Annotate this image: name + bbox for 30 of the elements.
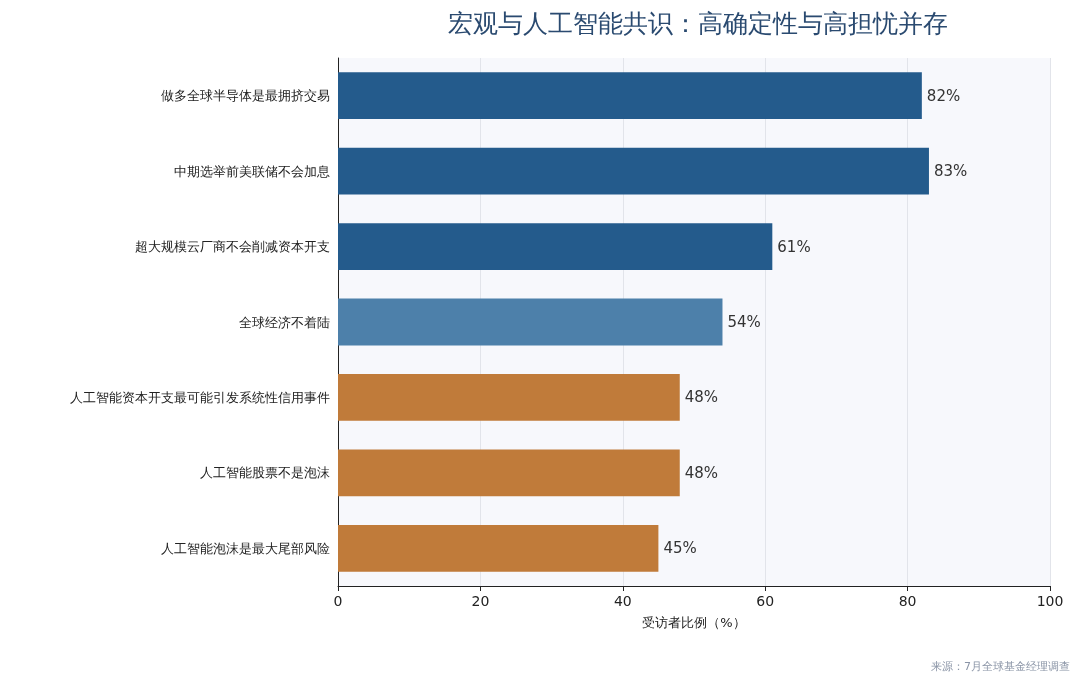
y-tick-label: 全球经济不着陆 — [239, 314, 330, 330]
y-tick-label: 超大规模云厂商不会削减资本开支 — [135, 239, 330, 255]
bar — [338, 374, 680, 421]
data-label: 45% — [663, 539, 697, 558]
data-label: 54% — [727, 313, 761, 331]
bar — [338, 147, 929, 195]
source-note: 来源：7月全球基金经理调查 — [931, 660, 1070, 673]
bar — [338, 298, 723, 346]
data-label: 48% — [684, 388, 719, 407]
y-tick-label: 做多全球半导体是最拥挤交易 — [161, 88, 330, 104]
y-tick-label: 中期选举前美联储不会加息 — [174, 163, 330, 179]
data-label: 83% — [933, 162, 968, 181]
x-axis-title: 受访者比例（%） — [642, 615, 746, 630]
bar — [338, 449, 680, 497]
data-label: 61% — [777, 237, 811, 256]
x-tick-label: 100 — [1036, 593, 1064, 609]
x-tick-label: 40 — [613, 593, 632, 609]
data-label: 82% — [926, 86, 961, 105]
bar — [338, 223, 773, 270]
y-tick-label: 人工智能股票不是泡沫 — [200, 465, 330, 481]
x-tick-label: 80 — [898, 593, 917, 609]
bar — [338, 72, 922, 120]
x-tick-label: 60 — [756, 593, 775, 609]
x-tick-label: 0 — [333, 593, 343, 609]
y-tick-label: 人工智能资本开支最可能引发系统性信用事件 — [70, 389, 330, 405]
x-tick-label: 20 — [471, 593, 490, 609]
y-tick-label: 人工智能泡沫是最大尾部风险 — [161, 540, 330, 556]
bar — [338, 524, 659, 572]
data-label: 48% — [684, 463, 719, 482]
chart-title: 宏观与人工智能共识：高确定性与高担忧并存 — [448, 9, 948, 38]
